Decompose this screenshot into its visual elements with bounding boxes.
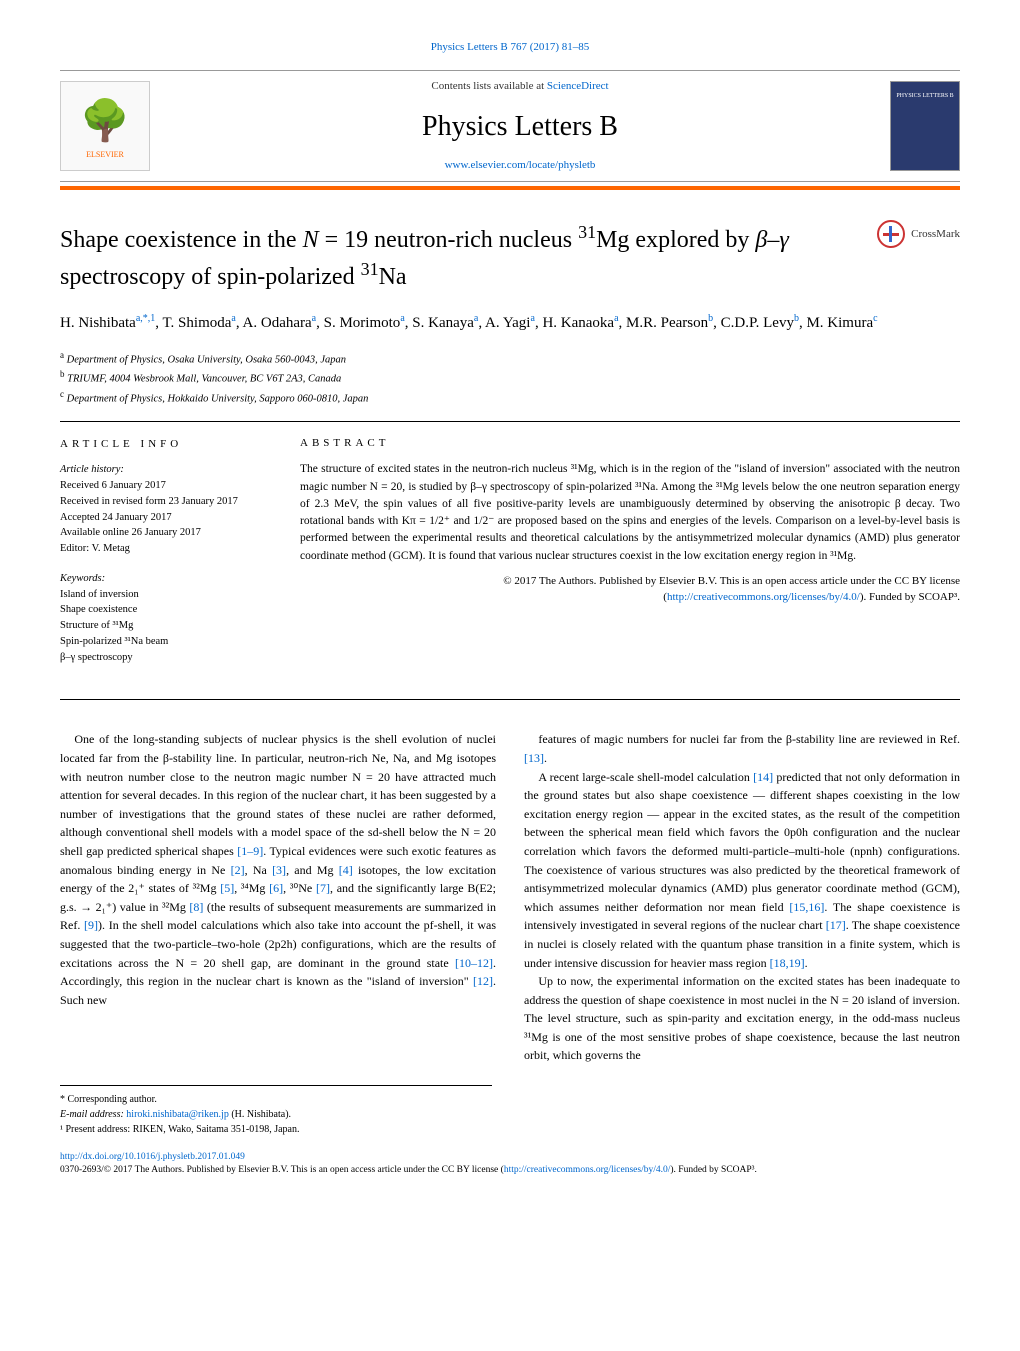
ref-link[interactable]: [12]	[473, 974, 493, 988]
body-paragraph: features of magic numbers for nuclei far…	[524, 730, 960, 767]
contents-prefix: Contents lists available at	[431, 80, 546, 92]
history-online: Available online 26 January 2017	[60, 525, 270, 541]
license-link[interactable]: http://creativecommons.org/licenses/by/4…	[667, 591, 860, 603]
ref-link[interactable]: [9]	[84, 918, 98, 932]
title-row: Shape coexistence in the N = 19 neutron-…	[60, 220, 960, 293]
keyword: Shape coexistence	[60, 602, 270, 618]
ref-link[interactable]: [10–12]	[455, 956, 493, 970]
affiliation: b TRIUMF, 4004 Wesbrook Mall, Vancouver,…	[60, 368, 960, 387]
body-paragraph: Up to now, the experimental information …	[524, 972, 960, 1065]
keywords-block: Keywords: Island of inversionShape coexi…	[60, 571, 270, 666]
history-received: Received 6 January 2017	[60, 478, 270, 494]
journal-ref-link[interactable]: Physics Letters B 767 (2017) 81–85	[431, 41, 590, 53]
history-label: Article history:	[60, 462, 270, 478]
article-info-heading: ARTICLE INFO	[60, 436, 270, 453]
elsevier-tree-icon: 🌳	[80, 93, 130, 149]
ref-link[interactable]: [13]	[524, 751, 544, 765]
doi-link[interactable]: http://dx.doi.org/10.1016/j.physletb.201…	[60, 1152, 245, 1162]
abstract-text: The structure of excited states in the n…	[300, 461, 960, 565]
email-link[interactable]: hiroki.nishibata@riken.jp	[126, 1109, 229, 1120]
article-history: Article history: Received 6 January 2017…	[60, 462, 270, 557]
email-name: (H. Nishibata).	[229, 1109, 291, 1120]
abstract-heading: ABSTRACT	[300, 436, 960, 451]
body-column-left: One of the long-standing subjects of nuc…	[60, 730, 496, 1065]
cover-title: PHYSICS LETTERS B	[896, 92, 953, 100]
journal-name: Physics Letters B	[150, 107, 890, 146]
footnotes: * Corresponding author. E-mail address: …	[60, 1085, 492, 1137]
keyword: Structure of ³¹Mg	[60, 618, 270, 634]
keywords-label: Keywords:	[60, 571, 270, 587]
article-info: ARTICLE INFO Article history: Received 6…	[60, 436, 270, 680]
history-editor: Editor: V. Metag	[60, 541, 270, 557]
journal-cover-thumb: PHYSICS LETTERS B	[890, 81, 960, 171]
corresponding-author: * Corresponding author.	[60, 1092, 492, 1107]
affiliations: a Department of Physics, Osaka Universit…	[60, 349, 960, 407]
authors-list: H. Nishibataa,*,1, T. Shimodaa, A. Odaha…	[60, 311, 960, 335]
elsevier-text: ELSEVIER	[86, 149, 124, 160]
ref-link[interactable]: [7]	[316, 881, 330, 895]
ref-link[interactable]: [5]	[220, 881, 234, 895]
ref-link[interactable]: [4]	[339, 863, 353, 877]
ref-link[interactable]: [15,16]	[789, 900, 824, 914]
keyword: β–γ spectroscopy	[60, 650, 270, 666]
body-paragraph: One of the long-standing subjects of nuc…	[60, 730, 496, 1009]
banner-center: Contents lists available at ScienceDirec…	[150, 79, 890, 173]
ref-link[interactable]: [18,19]	[770, 956, 805, 970]
journal-reference: Physics Letters B 767 (2017) 81–85	[60, 40, 960, 55]
article-title: Shape coexistence in the N = 19 neutron-…	[60, 220, 857, 293]
ref-link[interactable]: [17]	[826, 918, 846, 932]
body-paragraph: A recent large-scale shell-model calcula…	[524, 768, 960, 973]
journal-url: www.elsevier.com/locate/physletb	[150, 158, 890, 173]
copyright-notice: © 2017 The Authors. Published by Elsevie…	[300, 573, 960, 606]
crossmark-badge[interactable]: CrossMark	[877, 220, 960, 248]
crossmark-label: CrossMark	[911, 227, 960, 242]
body-columns: One of the long-standing subjects of nuc…	[60, 730, 960, 1065]
ref-link[interactable]: [2]	[231, 863, 245, 877]
ref-link[interactable]: [14]	[753, 770, 773, 784]
abstract: ABSTRACT The structure of excited states…	[300, 436, 960, 680]
sciencedirect-link[interactable]: ScienceDirect	[547, 80, 609, 92]
copyright-text: © 2017 The Authors. Published by Elsevie…	[503, 575, 960, 587]
ref-link[interactable]: [8]	[189, 900, 203, 914]
funded-text: ). Funded by SCOAP³.	[860, 591, 960, 603]
section-divider	[60, 699, 960, 700]
footer-info: http://dx.doi.org/10.1016/j.physletb.201…	[60, 1151, 960, 1178]
present-address: ¹ Present address: RIKEN, Wako, Saitama …	[60, 1122, 492, 1137]
footer-license-link[interactable]: http://creativecommons.org/licenses/by/4…	[504, 1165, 671, 1175]
history-accepted: Accepted 24 January 2017	[60, 510, 270, 526]
section-divider	[60, 421, 960, 422]
contents-line: Contents lists available at ScienceDirec…	[150, 79, 890, 94]
ref-link[interactable]: [6]	[269, 881, 283, 895]
orange-divider	[60, 186, 960, 190]
ref-link[interactable]: [1–9]	[237, 844, 263, 858]
keyword: Spin-polarized ³¹Na beam	[60, 634, 270, 650]
affiliation: a Department of Physics, Osaka Universit…	[60, 349, 960, 368]
crossmark-icon	[877, 220, 905, 248]
info-abstract-row: ARTICLE INFO Article history: Received 6…	[60, 436, 960, 680]
journal-homepage-link[interactable]: www.elsevier.com/locate/physletb	[445, 159, 596, 171]
ref-link[interactable]: [3]	[272, 863, 286, 877]
history-revised: Received in revised form 23 January 2017	[60, 494, 270, 510]
affiliation: c Department of Physics, Hokkaido Univer…	[60, 388, 960, 407]
elsevier-logo: 🌳 ELSEVIER	[60, 81, 150, 171]
issn-line: 0370-2693/© 2017 The Authors. Published …	[60, 1164, 960, 1177]
publisher-banner: 🌳 ELSEVIER Contents lists available at S…	[60, 70, 960, 182]
keyword: Island of inversion	[60, 587, 270, 603]
body-column-right: features of magic numbers for nuclei far…	[524, 730, 960, 1065]
email-label: E-mail address:	[60, 1109, 126, 1120]
email-line: E-mail address: hiroki.nishibata@riken.j…	[60, 1107, 492, 1122]
